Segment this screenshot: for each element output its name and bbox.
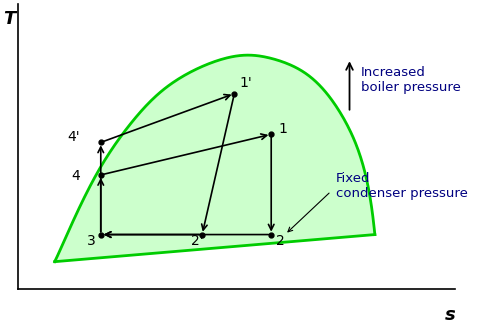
Text: s: s	[445, 306, 455, 324]
Text: 2': 2'	[191, 234, 204, 248]
Text: 3: 3	[87, 234, 96, 248]
Text: T: T	[3, 10, 15, 28]
Text: 4': 4'	[67, 130, 80, 144]
Text: 1': 1'	[239, 76, 252, 90]
Text: Fixed
condenser pressure: Fixed condenser pressure	[336, 172, 468, 200]
Text: 1: 1	[278, 122, 287, 136]
Polygon shape	[55, 55, 375, 262]
Text: Increased
boiler pressure: Increased boiler pressure	[361, 66, 461, 94]
Text: 2: 2	[276, 234, 285, 248]
Text: 4: 4	[71, 169, 80, 183]
